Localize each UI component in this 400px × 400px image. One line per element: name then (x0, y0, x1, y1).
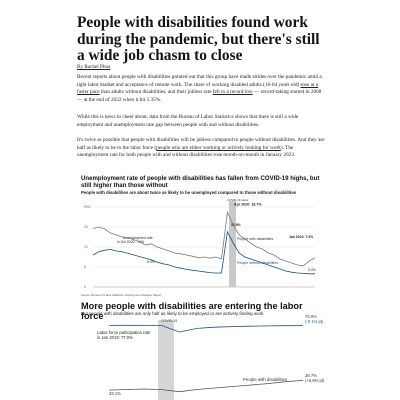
without-disabilities-series-label: People without disabilities (237, 261, 278, 265)
labor-force-series-lines (108, 324, 304, 393)
labor-force-definition-link[interactable]: people who are either working or activel… (156, 144, 281, 151)
unemployment-chart: Unemployment rate of people with disabil… (81, 175, 322, 301)
without-end-change: (-0.1% pt) (305, 319, 324, 324)
y-tick-label: 0 (84, 285, 86, 289)
y-tick-label: 20% (84, 205, 91, 209)
with-disabilities-series-label: People with disabilities (237, 237, 273, 241)
paragraph-intro: Recent reports about people with disabil… (77, 74, 325, 105)
y-axis-ticks: 20% 15 10 5 0 (84, 205, 91, 289)
paragraph-text: ). The unemployment rate for both people… (77, 144, 296, 159)
covid-shaded-band (158, 320, 174, 400)
low-value-label: 5.3% (147, 260, 155, 264)
article-headline: People with disabilities found work duri… (77, 14, 320, 64)
end-value-label: 3.3% (308, 268, 316, 272)
paragraph-twice-as-likely: It's twice as possible that people with … (77, 137, 325, 160)
unemployment-chart-subtitle: People with disabilities are about twice… (81, 190, 297, 195)
labor-force-chart: More people with disabilities are enteri… (81, 301, 325, 400)
oct-annotation-line2: in Oct 2020: 7.8% (117, 240, 144, 244)
labor-force-chart-subtitle: But people with disabilities are only ha… (81, 311, 264, 316)
labor-force-chart-title: More people with disabilities are enteri… (81, 301, 303, 321)
y-tick-label: 15 (84, 225, 88, 229)
early-value-label: 13.9% (231, 223, 241, 227)
oct-annotation-line1: Unemployment rate (123, 236, 153, 240)
labor-force-chart-plot: COVID-19 Labor force participation rate … (97, 314, 325, 400)
with-disabilities-series-label: People with disabilities (243, 377, 288, 382)
with-end-value: 39.7% (305, 373, 317, 378)
lfp-annotation-line2: in Jan 2019: 77.0% (97, 335, 133, 340)
covid-start-label: COVID-19 starts (227, 198, 249, 202)
with-start-value: 33.1% (109, 391, 121, 396)
series-line-people-without-disabilities (92, 230, 315, 275)
covid-shaded-band (229, 201, 236, 287)
without-end-value: 76.9% (305, 314, 317, 319)
paragraph-text: It's twice as possible that people with … (77, 137, 325, 151)
unemployment-chart-source: Source: Bureau of Labor Statistics, Empl… (81, 293, 162, 297)
paragraph-text: — record-taking started in 2008 — at the… (77, 89, 322, 104)
unemployment-chart-plot: 20% 15 10 5 0 COVID-19 starts Apr 2020: 18.7… (84, 198, 316, 289)
paragraph-text: Recent reports about people with disabil… (77, 74, 322, 88)
series-line-people-without-disabilities (108, 324, 304, 333)
lfp-annotation-line1: Labor force participation rate (97, 330, 151, 335)
unemployment-chart-title: Unemployment rate of people with disabil… (81, 175, 320, 189)
author-byline-link[interactable]: By Rachel Phua (77, 64, 111, 70)
covid-label: COVID-19 (161, 319, 177, 323)
record-low-link[interactable]: fell to a record low (212, 89, 253, 96)
y-tick-label: 10 (84, 245, 88, 249)
with-end-change: (+6.6% pt) (305, 378, 325, 383)
unemployment-series-lines (92, 210, 316, 275)
paragraph-text: than adults without disabilities, and th… (99, 89, 213, 96)
series-line-people-with-disabilities (92, 210, 316, 267)
faster-pace-link[interactable]: rose at a faster pace (77, 81, 319, 96)
jan-2023-annotation: Jan 2023: 7.3% (289, 235, 313, 239)
y-tick-label: 5 (84, 265, 86, 269)
paragraph-gap: While this is news to cheer about, data … (77, 114, 299, 128)
peak-annotation: Apr 2020: 18.7% (234, 203, 262, 207)
series-line-people-with-disabilities (108, 380, 304, 393)
